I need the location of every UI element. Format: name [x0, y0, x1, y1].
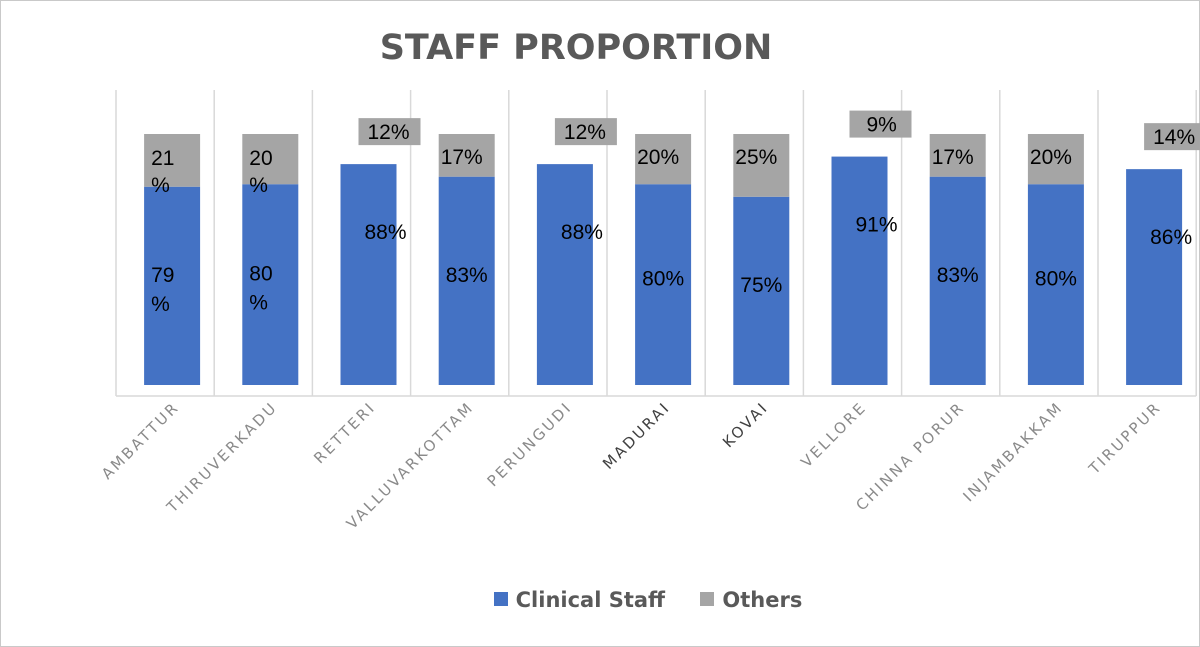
data-label-clinical-ambattur: 79	[151, 264, 174, 287]
bar-others-injambakkam	[1027, 134, 1084, 185]
category-label-injambakkam: INJAMBAKKAM	[959, 398, 1066, 505]
data-label-clinical-injambakkam: 80%	[1035, 268, 1077, 291]
data-label-others-ambattur: 21	[151, 147, 174, 170]
bar-others-tiruppur	[1144, 123, 1200, 151]
bar-clinical-retteri	[340, 164, 397, 385]
bar-clinical-tiruppur	[1126, 169, 1183, 385]
data-label-others-madurai: 20%	[637, 146, 679, 169]
category-label-kovai: KOVAI	[719, 398, 772, 451]
data-label-clinical-vellore: 91%	[856, 214, 898, 237]
bar-others-retteri	[358, 118, 421, 146]
bar-clinical-injambakkam	[1027, 184, 1084, 385]
data-label-clinical-perungudi: 88%	[561, 221, 603, 244]
bar-others-madurai	[635, 134, 692, 185]
category-label-retteri: RETTERI	[310, 398, 379, 467]
bar-others-perungudi	[554, 118, 617, 146]
data-label-clinical-ambattur: %	[151, 293, 170, 316]
bar-clinical-kovai	[733, 196, 790, 385]
bar-others-vellore	[849, 110, 912, 138]
bar-clinical-madurai	[635, 184, 692, 385]
legend-item-others: Others	[700, 588, 802, 612]
chart-legend: Clinical Staff Others	[0, 588, 1200, 612]
legend-swatch-others	[700, 592, 715, 606]
category-label-perungudi: PERUNGUDI	[484, 398, 576, 490]
bar-others-kovai	[733, 134, 790, 197]
legend-label-others: Others	[722, 588, 803, 612]
data-label-clinical-tiruppur: 86%	[1150, 226, 1192, 249]
data-label-others-vellore: 9%	[867, 114, 897, 137]
data-label-clinical-thiruverkadu: %	[249, 292, 268, 315]
data-label-others-chinna-porur: 17%	[932, 146, 974, 169]
data-label-others-tiruppur: 14%	[1153, 126, 1195, 149]
bar-others-ambattur	[144, 134, 201, 187]
bar-clinical-chinna-porur	[929, 176, 986, 385]
bar-others-chinna-porur	[929, 134, 986, 177]
data-label-clinical-kovai: 75%	[740, 274, 782, 297]
data-label-clinical-madurai: 80%	[642, 268, 684, 291]
chart-title: STAFF PROPORTION	[379, 28, 773, 68]
data-label-others-thiruverkadu: %	[249, 174, 268, 197]
category-label-vellore: VELLORE	[797, 398, 870, 471]
data-label-clinical-retteri: 88%	[365, 221, 407, 244]
data-label-others-kovai: 25%	[735, 146, 777, 169]
bar-clinical-vellore	[831, 156, 888, 385]
data-label-others-injambakkam: 20%	[1030, 146, 1072, 169]
legend-label-clinical-staff: Clinical Staff	[515, 588, 666, 612]
legend-swatch-clinical-staff	[493, 592, 508, 606]
category-label-madurai: MADURAI	[599, 398, 674, 473]
data-label-clinical-chinna-porur: 83%	[937, 264, 979, 287]
bar-others-valluvarkottam	[438, 134, 495, 177]
data-label-others-valluvarkottam: 17%	[441, 146, 483, 169]
category-label-tiruppur: TIRUPPUR	[1085, 398, 1165, 478]
data-label-others-perungudi: 12%	[564, 121, 606, 144]
category-label-thiruverkadu: THIRUVERKADU	[162, 398, 281, 517]
category-label-chinna-porur: CHINNA PORUR	[852, 398, 968, 514]
data-label-others-ambattur: %	[151, 174, 170, 197]
data-label-clinical-valluvarkottam: 83%	[446, 264, 488, 287]
bar-clinical-perungudi	[536, 164, 593, 385]
legend-item-clinical-staff: Clinical Staff	[493, 588, 666, 612]
bar-clinical-valluvarkottam	[438, 176, 495, 385]
bar-clinical-thiruverkadu	[242, 184, 299, 385]
data-label-others-retteri: 12%	[368, 121, 410, 144]
bar-clinical-ambattur	[144, 186, 201, 385]
bar-others-thiruverkadu	[242, 134, 299, 185]
category-label-ambattur: AMBATTUR	[98, 398, 183, 483]
data-label-clinical-thiruverkadu: 80	[249, 263, 272, 286]
data-label-others-thiruverkadu: 20	[249, 147, 272, 170]
